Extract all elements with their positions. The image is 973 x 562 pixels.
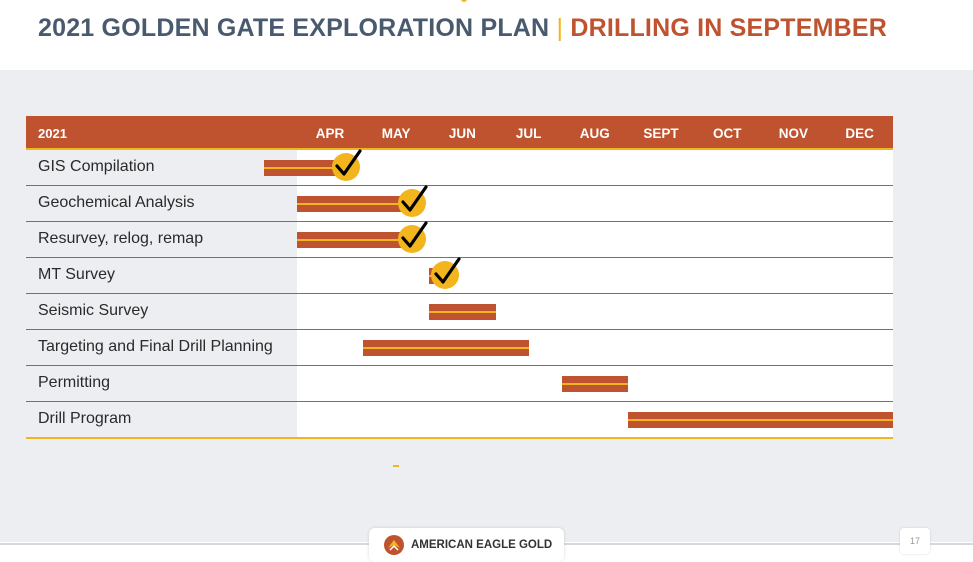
- task-row: Permitting: [26, 366, 893, 402]
- task-label: Permitting: [38, 374, 111, 391]
- task-label: Targeting and Final Drill Planning: [38, 338, 273, 355]
- task-bar: [263, 160, 347, 176]
- month-oct: OCT: [712, 126, 742, 141]
- decorative-dash: [393, 465, 399, 467]
- task-label: Resurvey, relog, remap: [38, 230, 204, 247]
- checkmark-icon: [331, 149, 362, 181]
- month-nov: NOV: [778, 126, 809, 141]
- year-label: 2021: [38, 126, 67, 141]
- month-dec: DEC: [845, 126, 874, 141]
- month-aug: AUG: [579, 126, 610, 141]
- task-row: Resurvey, relog, remap: [26, 221, 893, 258]
- task-row: Drill Program: [26, 402, 893, 439]
- task-row: MT Survey: [26, 257, 893, 294]
- month-sept: SEPT: [643, 126, 679, 141]
- task-row: Targeting and Final Drill Planning: [26, 330, 893, 366]
- task-label-cell: Targeting and Final Drill Planning: [26, 330, 297, 365]
- page-title: 2021 GOLDEN GATE EXPLORATION PLAN | DRIL…: [38, 14, 887, 43]
- task-label-cell: Permitting: [26, 366, 297, 401]
- decorative-dot: [461, 0, 467, 2]
- task-label: Seismic Survey: [38, 302, 149, 319]
- company-logo: AMERICAN EAGLE GOLD: [369, 528, 564, 562]
- task-label: Drill Program: [38, 410, 132, 427]
- task-row: Seismic Survey: [26, 294, 893, 330]
- checkmark-icon: [397, 221, 428, 253]
- task-label: Geochemical Analysis: [38, 194, 195, 211]
- gantt-header: 2021 APR MAY JUN JUL AUG SEPT OCT NOV DEC: [26, 116, 893, 150]
- month-may: MAY: [381, 126, 411, 141]
- task-label-cell: GIS Compilation: [26, 150, 297, 185]
- task-bar: [628, 412, 893, 428]
- page-number: 17: [909, 536, 920, 546]
- logo-text: AMERICAN EAGLE GOLD: [411, 539, 553, 551]
- task-row: Geochemical Analysis: [26, 185, 893, 222]
- eagle-logo-icon: [384, 535, 404, 555]
- task-bar: [297, 232, 413, 248]
- month-jul: JUL: [515, 126, 542, 141]
- title-separator: |: [556, 14, 564, 42]
- gantt-chart: 2021 APR MAY JUN JUL AUG SEPT OCT NOV DEC GIS Co…: [26, 116, 893, 440]
- task-row: GIS Compilation: [26, 149, 893, 186]
- checkmark-icon: [430, 257, 461, 289]
- task-label: GIS Compilation: [38, 158, 155, 175]
- page-number-box: 17: [900, 528, 930, 554]
- task-bar: [363, 340, 529, 356]
- task-label-cell: Seismic Survey: [26, 294, 297, 329]
- task-label-cell: Resurvey, relog, remap: [26, 222, 297, 257]
- task-bar: [297, 196, 413, 212]
- task-label-cell: Drill Program: [26, 402, 297, 437]
- task-label-cell: Geochemical Analysis: [26, 186, 297, 221]
- month-apr: APR: [315, 126, 345, 141]
- task-bar: [561, 376, 629, 392]
- title-accent: DRILLING IN SEPTEMBER: [570, 14, 888, 42]
- task-label-cell: MT Survey: [26, 258, 297, 293]
- task-label: MT Survey: [38, 266, 116, 283]
- title-band: [0, 0, 973, 70]
- month-jun: JUN: [448, 126, 476, 141]
- title-main: 2021 GOLDEN GATE EXPLORATION PLAN: [38, 14, 550, 42]
- checkmark-icon: [397, 185, 428, 217]
- task-bar: [429, 304, 496, 320]
